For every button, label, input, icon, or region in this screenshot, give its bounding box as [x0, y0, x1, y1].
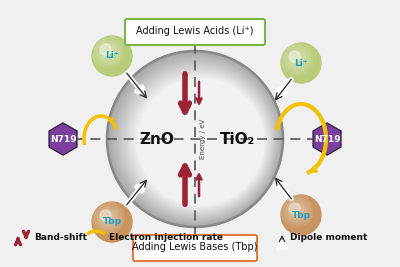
- Circle shape: [131, 73, 268, 209]
- Circle shape: [286, 200, 308, 222]
- Circle shape: [134, 76, 266, 207]
- Circle shape: [102, 212, 114, 224]
- Text: ZnO: ZnO: [140, 132, 174, 147]
- Circle shape: [128, 70, 270, 212]
- Circle shape: [281, 195, 321, 235]
- Circle shape: [112, 56, 280, 223]
- Circle shape: [283, 45, 311, 73]
- Circle shape: [281, 43, 321, 83]
- Circle shape: [114, 57, 279, 222]
- Circle shape: [288, 50, 306, 68]
- Circle shape: [290, 205, 303, 217]
- Circle shape: [107, 51, 283, 227]
- Circle shape: [138, 79, 264, 205]
- Text: Tbp: Tbp: [102, 218, 122, 226]
- Circle shape: [281, 195, 313, 227]
- Circle shape: [109, 53, 282, 226]
- Text: Electron injection rate: Electron injection rate: [109, 234, 223, 242]
- Text: N719: N719: [314, 135, 340, 143]
- Text: Tbp: Tbp: [292, 210, 310, 219]
- Circle shape: [289, 203, 300, 214]
- Circle shape: [136, 77, 265, 206]
- Circle shape: [123, 66, 273, 215]
- Circle shape: [117, 60, 277, 220]
- Circle shape: [120, 63, 275, 218]
- Circle shape: [102, 46, 114, 58]
- Text: Adding Lewis Bases (Tbp): Adding Lewis Bases (Tbp): [132, 242, 258, 252]
- Text: Li⁺: Li⁺: [105, 52, 119, 61]
- Circle shape: [115, 58, 278, 221]
- Circle shape: [286, 48, 308, 70]
- Circle shape: [126, 69, 271, 213]
- Circle shape: [118, 61, 276, 219]
- Circle shape: [92, 202, 132, 242]
- Circle shape: [130, 72, 269, 211]
- Text: Energy / eV: Energy / eV: [200, 119, 206, 159]
- Text: N719: N719: [50, 135, 76, 143]
- Text: Dipole moment: Dipole moment: [290, 234, 367, 242]
- Circle shape: [92, 36, 132, 76]
- Text: Band-shift: Band-shift: [34, 234, 87, 242]
- Circle shape: [92, 36, 124, 68]
- Circle shape: [97, 207, 119, 229]
- Text: Adding Lewis Acids (Li⁺): Adding Lewis Acids (Li⁺): [136, 26, 254, 36]
- Circle shape: [281, 43, 313, 75]
- Text: Li⁺: Li⁺: [294, 58, 308, 68]
- Polygon shape: [49, 123, 77, 155]
- Circle shape: [100, 44, 111, 55]
- Circle shape: [94, 205, 122, 231]
- Circle shape: [125, 67, 272, 214]
- Circle shape: [288, 202, 306, 220]
- Circle shape: [97, 41, 119, 63]
- FancyBboxPatch shape: [125, 19, 265, 45]
- Text: TiO₂: TiO₂: [219, 132, 255, 147]
- Circle shape: [133, 74, 267, 208]
- Circle shape: [122, 64, 274, 217]
- Circle shape: [290, 53, 303, 65]
- Circle shape: [99, 43, 117, 61]
- Circle shape: [283, 197, 311, 225]
- Polygon shape: [313, 123, 341, 155]
- Circle shape: [94, 38, 122, 66]
- FancyBboxPatch shape: [133, 235, 257, 261]
- Circle shape: [289, 51, 300, 62]
- Circle shape: [92, 202, 124, 234]
- Circle shape: [110, 54, 281, 225]
- Circle shape: [99, 209, 117, 227]
- Circle shape: [107, 51, 283, 227]
- Circle shape: [100, 210, 111, 221]
